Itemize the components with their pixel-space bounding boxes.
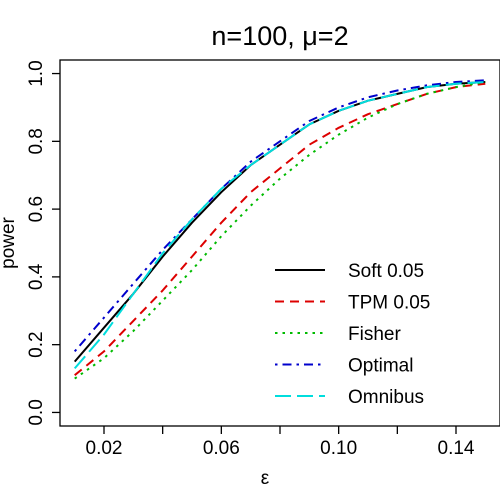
y-tick-label: 0.8	[26, 128, 47, 154]
y-axis-label: power	[0, 216, 19, 268]
legend: Soft 0.05 TPM 0.05 Fisher Optimal Omnibus	[275, 261, 430, 408]
legend-label: Fisher	[348, 324, 401, 345]
chart-title: n=100, μ=2	[211, 21, 348, 51]
legend-label: Omnibus	[348, 387, 424, 408]
x-tick-label: 0.06	[203, 438, 240, 459]
series-line	[74, 81, 486, 380]
y-tick-label: 1.0	[26, 60, 47, 86]
series-line	[73, 79, 486, 353]
x-axis-label: ε	[261, 468, 270, 489]
series-line	[73, 81, 486, 363]
x-axis: 0.02 0.06 0.10 0.14	[86, 426, 475, 459]
x-tick-label: 0.10	[320, 438, 357, 459]
y-tick-label: 0.6	[26, 196, 47, 222]
plot-frame	[59, 59, 500, 427]
y-tick-label: 0.2	[26, 331, 47, 357]
legend-label: Soft 0.05	[348, 261, 424, 282]
legend-label: Optimal	[348, 356, 413, 377]
legend-label: TPM 0.05	[348, 293, 430, 314]
series-line	[73, 81, 486, 370]
y-tick-label: 0.0	[26, 399, 47, 425]
y-axis: 0.0 0.2 0.4 0.6 0.8 1.0	[26, 60, 60, 426]
x-tick-label: 0.02	[86, 438, 123, 459]
series-lines	[73, 79, 486, 380]
x-tick-label: 0.14	[438, 438, 475, 459]
series-line	[74, 82, 486, 376]
y-tick-label: 0.4	[26, 263, 47, 290]
